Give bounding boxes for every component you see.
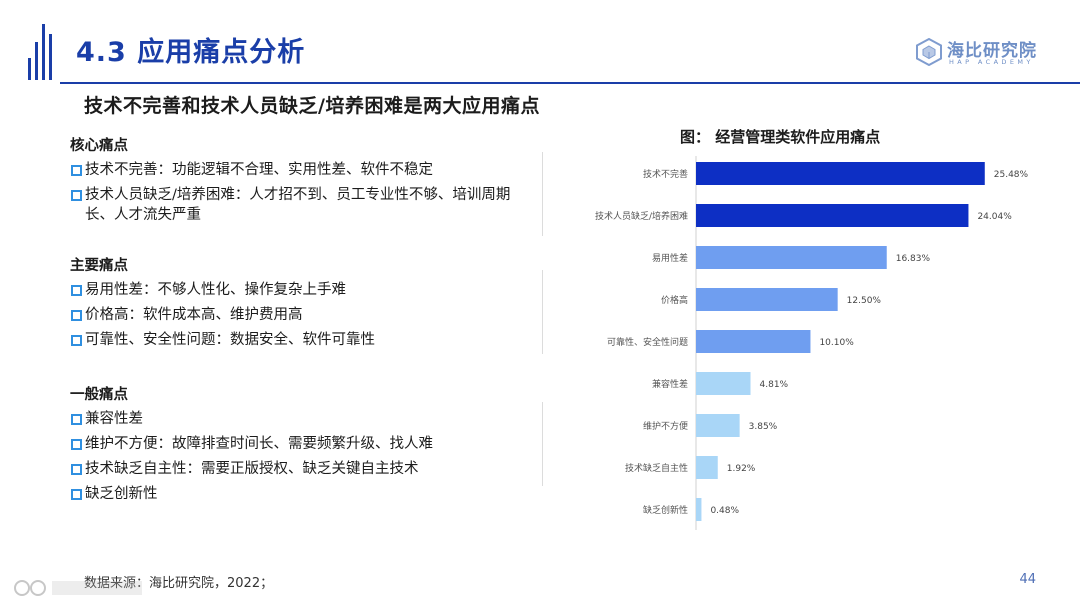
- bar-value-label: 10.10%: [819, 338, 854, 348]
- section-divider-general: [542, 402, 543, 486]
- bar-9: [696, 498, 702, 521]
- slide-subtitle: 技术不完善和技术人员缺乏/培养困难是两大应用痛点: [84, 95, 540, 117]
- square-bullet-icon: [71, 190, 82, 201]
- bar-value-label: 25.48%: [994, 170, 1029, 180]
- category-tick-label: 技术人员缺乏/培养困难: [595, 210, 688, 222]
- bar-4: [696, 288, 838, 311]
- bar-1: [696, 162, 985, 185]
- bar-value-label: 4.81%: [760, 380, 789, 390]
- bar-8: [696, 456, 718, 479]
- square-bullet-icon: [71, 335, 82, 346]
- square-bullet-icon: [71, 439, 82, 450]
- square-bullet-icon: [71, 165, 82, 176]
- bar-5: [696, 330, 811, 353]
- section-major: 主要痛点 易用性差：不够人性化、操作复杂上手难 价格高：软件成本高、维护费用高 …: [70, 254, 520, 355]
- list-item: 缺乏创新性: [70, 484, 520, 504]
- bar-6: [696, 372, 751, 395]
- category-tick-label: 兼容性差: [652, 378, 688, 390]
- bar-value-label: 12.50%: [847, 296, 882, 306]
- bar-7: [696, 414, 740, 437]
- bar-value-label: 16.83%: [896, 254, 931, 264]
- list-item: 维护不方便：故障排查时间长、需要频繁升级、找人难: [70, 434, 520, 454]
- square-bullet-icon: [71, 310, 82, 321]
- section-core: 核心痛点 技术不完善：功能逻辑不合理、实用性差、软件不稳定 技术人员缺乏/培养困…: [70, 134, 520, 230]
- hap-academy-logo: 海比研究院 HAP ACADEMY: [916, 36, 1046, 70]
- logo-chinese-name: 海比研究院: [947, 41, 1037, 61]
- category-tick-label: 缺乏创新性: [643, 504, 688, 516]
- chart-title: 图： 经营管理类软件应用痛点: [680, 128, 881, 146]
- page-number: 44: [1019, 572, 1036, 587]
- list-item: 兼容性差: [70, 409, 520, 429]
- section-title: 核心痛点: [70, 138, 128, 154]
- logo-english-name: HAP ACADEMY: [949, 58, 1034, 66]
- list-item: 可靠性、安全性问题：数据安全、软件可靠性: [70, 330, 520, 350]
- header-decoration-bars: [28, 24, 54, 80]
- square-bullet-icon: [71, 285, 82, 296]
- list-item: 技术不完善：功能逻辑不合理、实用性差、软件不稳定: [70, 160, 520, 180]
- category-tick-label: 可靠性、安全性问题: [607, 336, 688, 348]
- list-item: 价格高：软件成本高、维护费用高: [70, 305, 520, 325]
- category-tick-label: 价格高: [661, 294, 688, 306]
- bar-3: [696, 246, 887, 269]
- section-general: 一般痛点 兼容性差 维护不方便：故障排查时间长、需要频繁升级、找人难 技术缺乏自…: [70, 383, 520, 509]
- slide-title: 4.3 应用痛点分析: [76, 37, 306, 68]
- section-title: 主要痛点: [70, 258, 128, 274]
- bar-2: [696, 204, 969, 227]
- bar-value-label: 24.04%: [977, 212, 1012, 222]
- section-title: 一般痛点: [70, 387, 128, 403]
- watermark-logo: [14, 580, 142, 596]
- section-divider-core: [542, 152, 543, 236]
- list-item: 技术人员缺乏/培养困难：人才招不到、员工专业性不够、培训周期长、人才流失严重: [70, 185, 520, 225]
- square-bullet-icon: [71, 414, 82, 425]
- list-item: 技术缺乏自主性：需要正版授权、缺乏关键自主技术: [70, 459, 520, 479]
- category-tick-label: 易用性差: [652, 252, 688, 264]
- bar-value-label: 3.85%: [749, 422, 778, 432]
- square-bullet-icon: [71, 489, 82, 500]
- category-tick-label: 维护不方便: [643, 420, 688, 432]
- data-source-note: 数据来源：海比研究院，2022；: [84, 576, 274, 591]
- list-item: 易用性差：不够人性化、操作复杂上手难: [70, 280, 520, 300]
- section-divider-major: [542, 270, 543, 354]
- bar-value-label: 0.48%: [710, 506, 739, 516]
- header-divider: [60, 82, 1080, 84]
- bar-value-label: 1.92%: [727, 464, 756, 474]
- square-bullet-icon: [71, 464, 82, 475]
- category-tick-label: 技术不完善: [643, 168, 688, 180]
- pain-point-bar-chart: 技术不完善 25.48% 技术人员缺乏/培养困难 24.04% 易用性差 16.83% 价格…: [595, 156, 1029, 530]
- hexagon-cube-icon: [916, 38, 942, 66]
- category-tick-label: 技术缺乏自主性: [625, 462, 688, 474]
